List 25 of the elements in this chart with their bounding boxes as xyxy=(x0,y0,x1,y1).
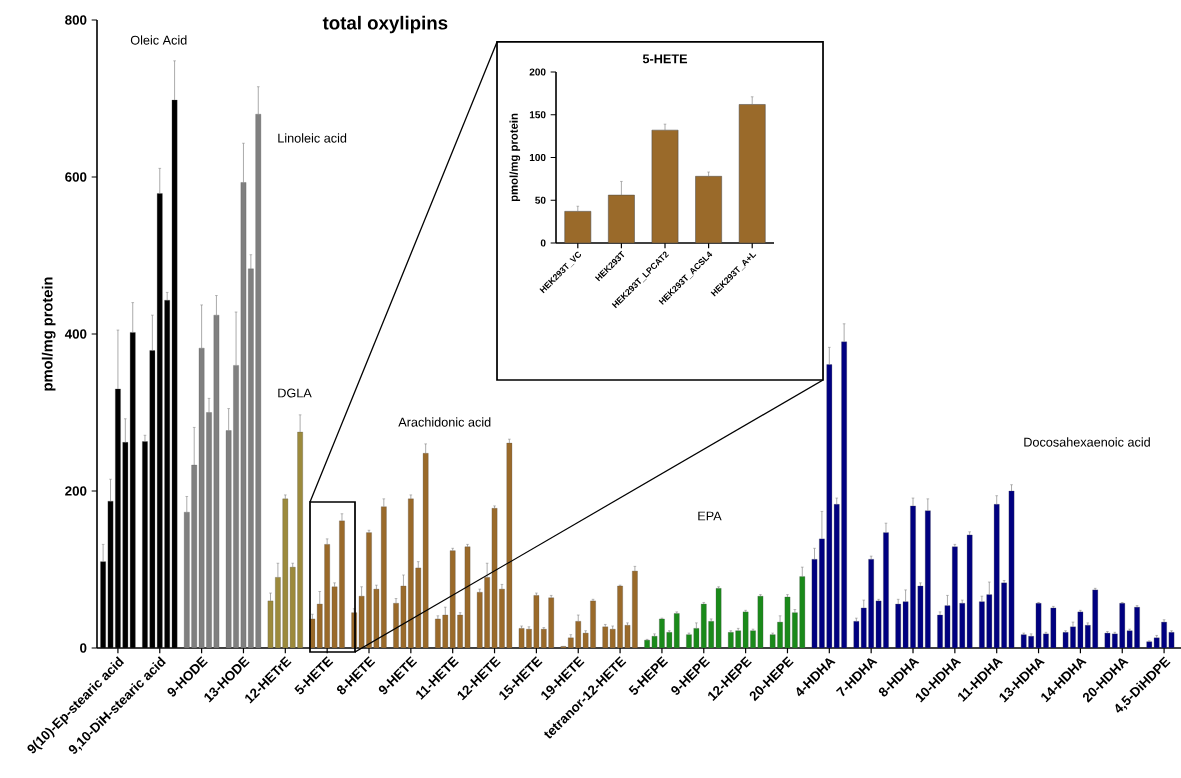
y-tick-label: 50 xyxy=(535,196,546,204)
y-tick-label: 200 xyxy=(65,486,87,496)
bar xyxy=(608,194,635,244)
annotation: Arachidonic acid xyxy=(398,417,491,427)
y-axis-title: pmol/mg protein xyxy=(509,113,521,202)
y-tick-label: 0 xyxy=(540,239,546,247)
bar xyxy=(564,211,592,244)
y-tick-label: 400 xyxy=(64,329,87,339)
annotation: EPA xyxy=(698,511,722,521)
chart-title: 5-HETE xyxy=(642,54,688,64)
chart-title: total oxylipins xyxy=(322,15,448,34)
annotation: DGLA xyxy=(278,388,312,398)
y-tick-label: 200 xyxy=(529,68,546,76)
y-axis-title: pmol/mg protein xyxy=(41,277,56,391)
annotation: Linoleic acid xyxy=(278,133,347,143)
bar xyxy=(695,176,722,244)
y-tick-label: 600 xyxy=(65,172,87,182)
y-tick-label: 800 xyxy=(65,15,87,25)
bar xyxy=(738,104,766,244)
y-tick-label: 0 xyxy=(80,643,87,653)
annotation: Docosahexaenoic acid xyxy=(1024,437,1150,447)
bar xyxy=(651,129,679,244)
annotation: Oleic Acid xyxy=(130,35,187,45)
y-tick-label: 150 xyxy=(529,111,546,119)
y-tick-label: 100 xyxy=(529,153,546,162)
